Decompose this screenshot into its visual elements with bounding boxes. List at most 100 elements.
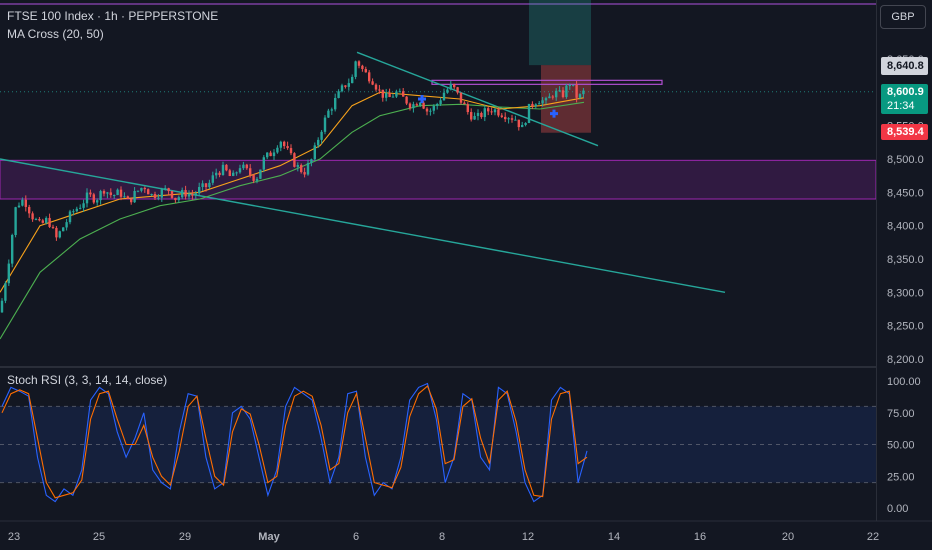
candle[interactable] [582,87,585,98]
candle[interactable] [442,88,446,101]
candle[interactable] [75,206,78,213]
candle[interactable] [177,195,180,203]
stoch-d-line[interactable] [1,385,588,499]
candle[interactable] [476,109,480,121]
candle[interactable] [34,217,38,221]
candle[interactable] [470,108,473,122]
candle[interactable] [58,230,61,239]
candle[interactable] [296,162,299,172]
candle[interactable] [157,194,160,201]
candle[interactable] [266,152,269,160]
candle[interactable] [62,227,65,232]
candle[interactable] [466,102,469,115]
candle[interactable] [351,74,354,84]
candle[interactable] [283,140,286,150]
candle[interactable] [306,159,310,176]
candle[interactable] [391,93,395,98]
candle[interactable] [395,89,398,99]
candle[interactable] [572,84,575,87]
candle[interactable] [412,101,415,113]
candle[interactable] [422,101,425,110]
stoch-rsi-label[interactable]: Stoch RSI (3, 3, 14, 14, close) [7,373,168,387]
candle[interactable] [215,168,218,179]
candle[interactable] [558,86,561,92]
candle[interactable] [371,78,374,86]
candle[interactable] [191,189,194,200]
candle[interactable] [500,113,503,119]
candle[interactable] [317,137,320,149]
candle[interactable] [432,104,435,115]
candle[interactable] [136,190,140,193]
candle[interactable] [14,206,17,238]
candle[interactable] [55,226,58,241]
ma-cross-marker[interactable] [550,109,558,118]
candle[interactable] [170,190,174,199]
candle[interactable] [487,106,490,116]
position-stop-zone[interactable] [541,65,591,133]
candle[interactable] [531,101,534,110]
candle[interactable] [116,188,119,196]
candle[interactable] [551,95,554,100]
candle[interactable] [147,188,150,195]
candle[interactable] [72,209,75,216]
candle[interactable] [31,211,34,222]
candle[interactable] [113,194,116,199]
candle[interactable] [7,259,10,286]
candle[interactable] [480,111,483,119]
candle[interactable] [89,189,92,197]
candle[interactable] [429,108,432,116]
candle[interactable] [334,93,337,112]
candle[interactable] [194,190,197,200]
candle[interactable] [79,204,82,210]
candle[interactable] [385,88,388,102]
candle[interactable] [361,64,364,72]
candle[interactable] [524,122,527,127]
candle[interactable] [548,93,551,99]
candle[interactable] [238,164,242,174]
ma-cross-indicator-label[interactable]: MA Cross (20, 50) [7,27,104,41]
candle[interactable] [211,171,214,186]
candle[interactable] [497,107,500,118]
candle[interactable] [463,101,466,105]
candle[interactable] [65,218,68,231]
candle[interactable] [483,104,486,122]
candle[interactable] [337,89,340,99]
candle[interactable] [208,179,211,189]
candle[interactable] [82,199,85,212]
candle[interactable] [11,233,14,268]
candle[interactable] [225,164,228,172]
candle[interactable] [364,66,367,73]
candle[interactable] [415,102,418,106]
candle[interactable] [381,89,384,102]
candle[interactable] [453,83,456,90]
candle[interactable] [92,192,95,205]
candle[interactable] [330,107,333,115]
trendline-2[interactable] [356,51,599,147]
candle[interactable] [439,97,442,107]
candle[interactable] [368,70,371,84]
candle[interactable] [259,169,262,180]
candle[interactable] [41,218,44,224]
candle[interactable] [198,182,201,196]
candle[interactable] [21,197,24,207]
candle[interactable] [187,190,191,200]
stoch-rsi-pane[interactable] [0,382,876,503]
candle[interactable] [252,174,255,184]
candle[interactable] [123,192,126,198]
candle[interactable] [405,96,408,106]
candle[interactable] [357,60,361,69]
candle[interactable] [167,187,170,196]
candle[interactable] [419,101,422,108]
resistance-line[interactable] [431,79,663,85]
candle[interactable] [109,188,112,198]
candle[interactable] [28,204,31,218]
candle[interactable] [425,107,429,116]
candle[interactable] [541,97,544,107]
candle[interactable] [96,198,99,206]
candle[interactable] [555,88,558,101]
candle[interactable] [575,80,578,103]
candle[interactable] [228,168,231,177]
candle[interactable] [408,102,412,111]
candle[interactable] [45,216,48,225]
candle[interactable] [140,187,143,193]
